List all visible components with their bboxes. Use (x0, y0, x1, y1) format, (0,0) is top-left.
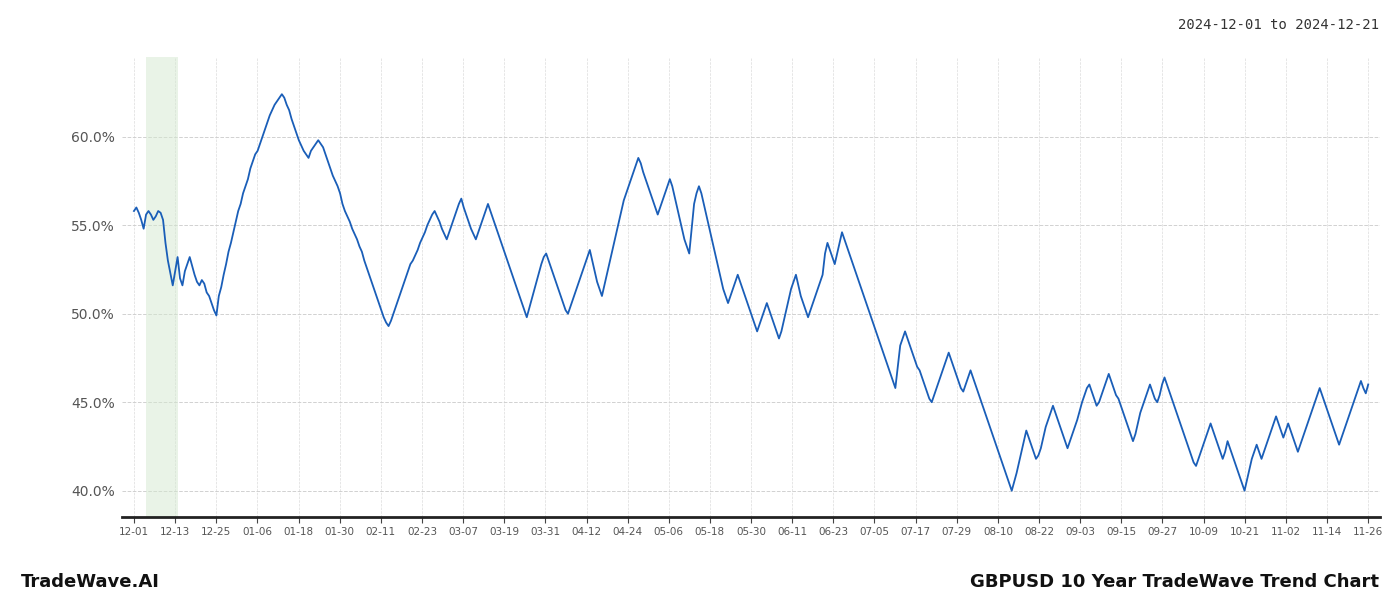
Text: TradeWave.AI: TradeWave.AI (21, 573, 160, 591)
Bar (146, 57, 178, 517)
Text: GBPUSD 10 Year TradeWave Trend Chart: GBPUSD 10 Year TradeWave Trend Chart (970, 573, 1379, 591)
Text: 2024-12-01 to 2024-12-21: 2024-12-01 to 2024-12-21 (1177, 18, 1379, 32)
